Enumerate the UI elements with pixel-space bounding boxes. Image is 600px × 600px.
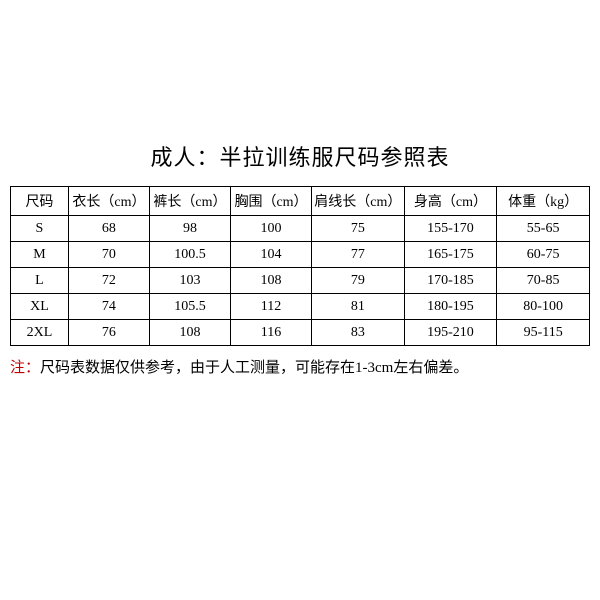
cell: 100 <box>230 216 311 242</box>
cell: 165-175 <box>404 242 497 268</box>
col-shoulder: 肩线长（cm） <box>312 187 405 216</box>
footnote-text: 尺码表数据仅供参考，由于人工测量，可能存在1-3cm左右偏差。 <box>40 360 468 376</box>
cell: 72 <box>68 268 149 294</box>
content-block: 成人：半拉训练服尺码参照表 尺码 衣长（cm） 裤长（cm） 胸围（cm） 肩线… <box>10 140 590 377</box>
cell: 81 <box>312 294 405 320</box>
cell: 108 <box>230 268 311 294</box>
col-size: 尺码 <box>11 187 69 216</box>
cell: 98 <box>149 216 230 242</box>
size-table: 尺码 衣长（cm） 裤长（cm） 胸围（cm） 肩线长（cm） 身高（cm） 体… <box>10 186 590 346</box>
table-row: L 72 103 108 79 170-185 70-85 <box>11 268 590 294</box>
cell: 170-185 <box>404 268 497 294</box>
page-title: 成人：半拉训练服尺码参照表 <box>10 140 590 172</box>
footnote: 注：尺码表数据仅供参考，由于人工测量，可能存在1-3cm左右偏差。 <box>10 356 590 377</box>
cell: 83 <box>312 320 405 346</box>
cell: 104 <box>230 242 311 268</box>
cell: 103 <box>149 268 230 294</box>
cell: 95-115 <box>497 320 590 346</box>
cell: 60-75 <box>497 242 590 268</box>
cell: M <box>11 242 69 268</box>
cell: 79 <box>312 268 405 294</box>
cell: 68 <box>68 216 149 242</box>
cell: XL <box>11 294 69 320</box>
cell: 108 <box>149 320 230 346</box>
col-chest: 胸围（cm） <box>230 187 311 216</box>
cell: 180-195 <box>404 294 497 320</box>
cell: 77 <box>312 242 405 268</box>
table-row: XL 74 105.5 112 81 180-195 80-100 <box>11 294 590 320</box>
cell: 2XL <box>11 320 69 346</box>
cell: 70 <box>68 242 149 268</box>
cell: 112 <box>230 294 311 320</box>
table-row: M 70 100.5 104 77 165-175 60-75 <box>11 242 590 268</box>
table-row: 2XL 76 108 116 83 195-210 95-115 <box>11 320 590 346</box>
col-height: 身高（cm） <box>404 187 497 216</box>
cell: L <box>11 268 69 294</box>
col-weight: 体重（kg） <box>497 187 590 216</box>
cell: 105.5 <box>149 294 230 320</box>
footnote-label: 注： <box>10 360 40 376</box>
col-pant-length: 裤长（cm） <box>149 187 230 216</box>
page: 成人：半拉训练服尺码参照表 尺码 衣长（cm） 裤长（cm） 胸围（cm） 肩线… <box>0 0 600 600</box>
table-header-row: 尺码 衣长（cm） 裤长（cm） 胸围（cm） 肩线长（cm） 身高（cm） 体… <box>11 187 590 216</box>
cell: 80-100 <box>497 294 590 320</box>
cell: 55-65 <box>497 216 590 242</box>
cell: 74 <box>68 294 149 320</box>
col-top-length: 衣长（cm） <box>68 187 149 216</box>
cell: S <box>11 216 69 242</box>
cell: 70-85 <box>497 268 590 294</box>
table-row: S 68 98 100 75 155-170 55-65 <box>11 216 590 242</box>
cell: 116 <box>230 320 311 346</box>
cell: 195-210 <box>404 320 497 346</box>
cell: 75 <box>312 216 405 242</box>
cell: 100.5 <box>149 242 230 268</box>
cell: 155-170 <box>404 216 497 242</box>
cell: 76 <box>68 320 149 346</box>
